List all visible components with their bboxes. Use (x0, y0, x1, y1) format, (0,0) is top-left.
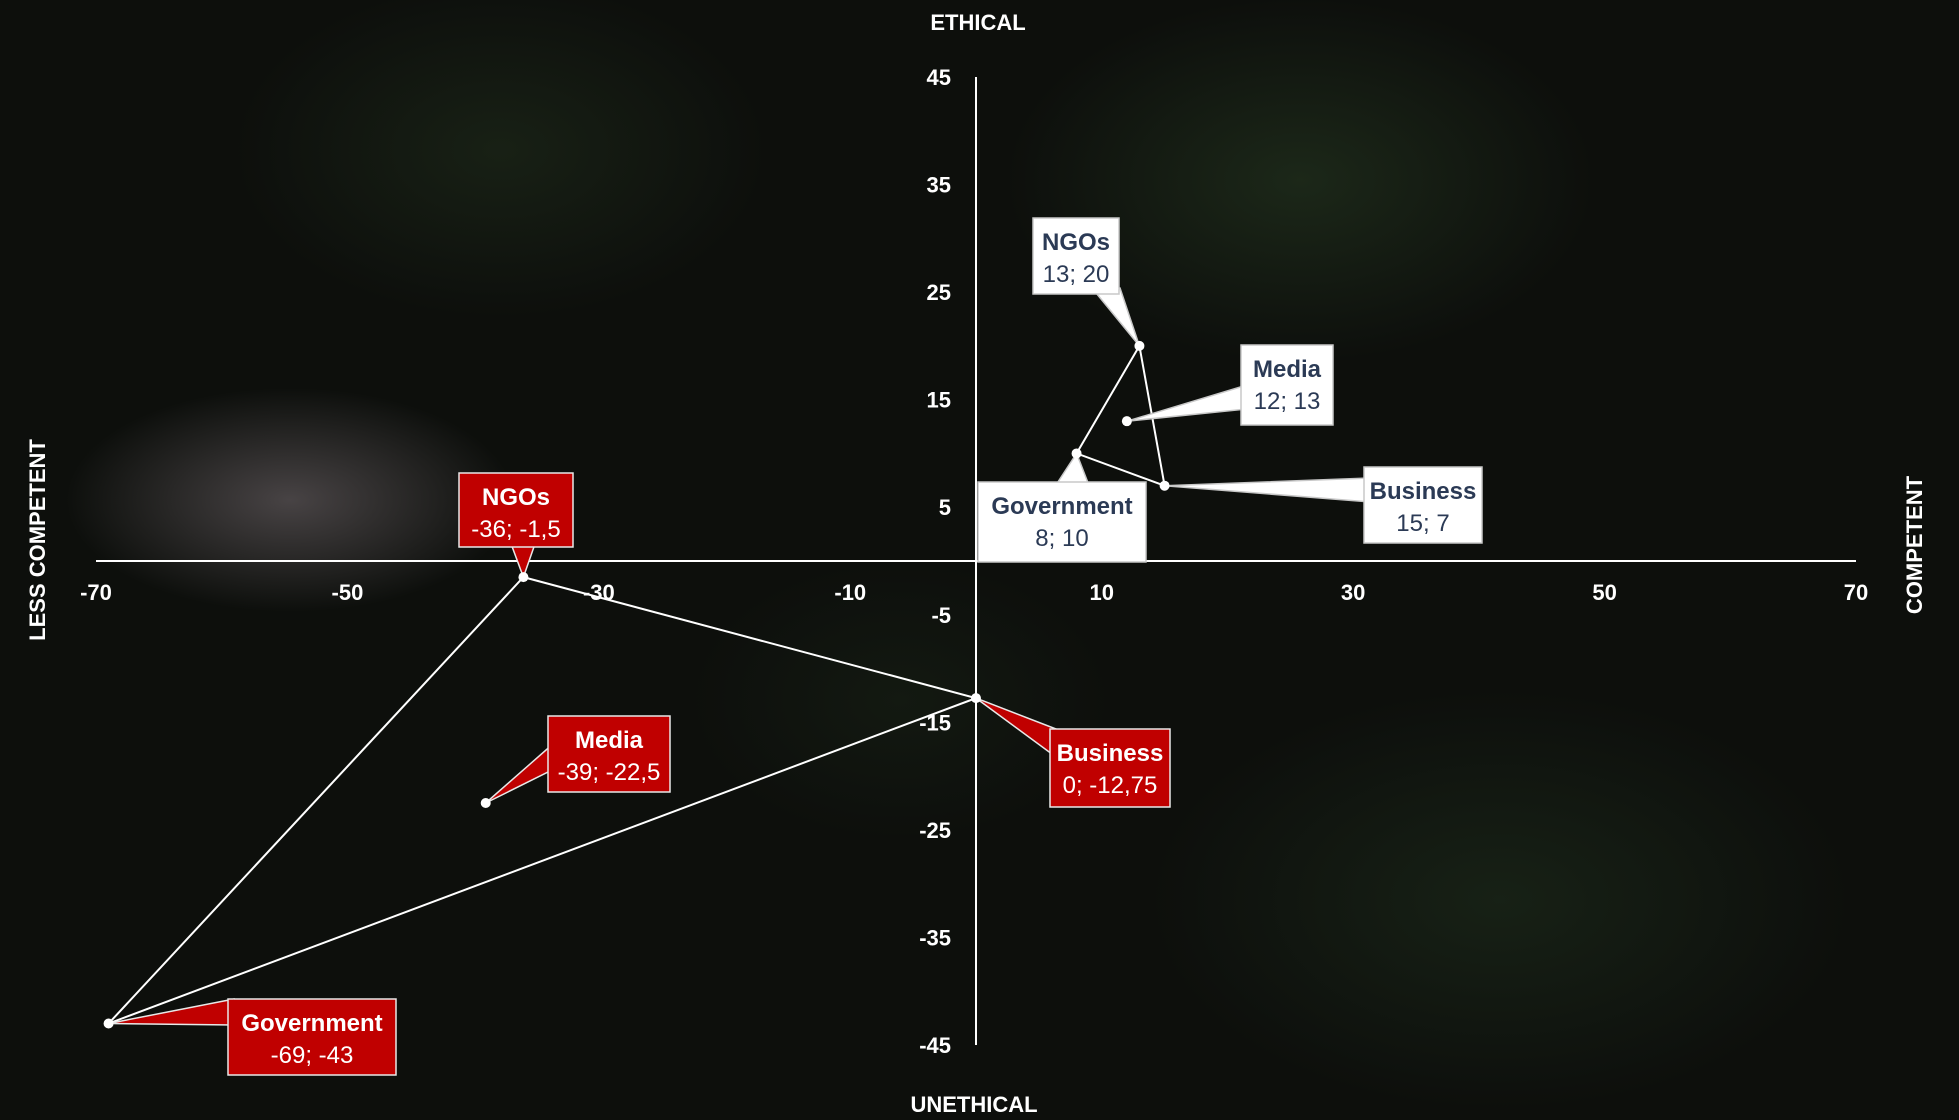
callout-seam (1092, 288, 1120, 290)
data-point-business (1159, 480, 1170, 491)
data-label-ngos-light: NGOs 13; 20 (1032, 217, 1141, 347)
x-tick-label: -50 (332, 580, 364, 605)
data-label-business-light: Business 15; 7 (1164, 466, 1483, 544)
tick-labels: -70 -50 -30 -10 10 30 50 70453525155-5-15-25-35… (80, 65, 1868, 1058)
callout-seam (1054, 487, 1090, 488)
quadrant-labels: ETHICAL UNETHICAL LESS COMPETENT COMPETENT (25, 10, 1927, 1117)
axes (96, 77, 1856, 1045)
data-label-value: -36; -1,5 (471, 516, 560, 543)
data-label-name: Government (991, 493, 1132, 520)
x-tick-label: -70 (80, 580, 112, 605)
data-label-name: NGOs (1042, 229, 1110, 256)
data-label-business-dark: Business 0; -12,75 (975, 697, 1171, 808)
callout-box (458, 472, 574, 548)
y-tick-label: 35 (927, 173, 951, 198)
callout-box (1049, 728, 1171, 808)
data-point-business (971, 693, 981, 704)
x-tick-label: 50 (1592, 580, 1616, 605)
y-tick-label: -35 (919, 925, 951, 950)
x-tick-label: 10 (1089, 580, 1113, 605)
callout-box (227, 998, 397, 1076)
callout-pointer (975, 697, 1057, 759)
series-connectors (107, 345, 1166, 1025)
callout-seam (1365, 478, 1370, 502)
x-tick-label: 70 (1844, 580, 1868, 605)
data-label-name: NGOs (482, 484, 550, 511)
data-label-name: Business (1370, 478, 1477, 505)
data-label-name: Media (575, 727, 644, 754)
data-label-government-dark: Government -69; -43 (108, 998, 397, 1076)
callout-seam (1054, 729, 1056, 757)
x-tick-label: -10 (834, 580, 866, 605)
left-axis-label: LESS COMPETENT (25, 439, 50, 641)
y-tick-label: 45 (927, 65, 951, 90)
series-2-connector (107, 576, 980, 1025)
x-tick-label: 30 (1341, 580, 1365, 605)
data-points (103, 340, 1170, 1029)
data-label-media-light: Media 12; 13 (1126, 344, 1334, 426)
callout-seam (231, 999, 234, 1025)
callout-box (1240, 344, 1334, 426)
data-label-government-light: Government 8; 10 (977, 451, 1147, 563)
data-label-value: 13; 20 (1043, 261, 1110, 288)
data-point-government (1071, 448, 1082, 459)
y-tick-label: 5 (939, 495, 951, 520)
data-point-media (1121, 416, 1132, 427)
data-label-value: 0; -12,75 (1063, 772, 1158, 799)
callout-box (1363, 466, 1483, 544)
callout-pointer (1126, 383, 1248, 422)
callout-seam (552, 743, 554, 769)
data-labels: NGOs 13; 20 Media 12; 13 Government 8; 10 Busi… (108, 217, 1483, 1076)
data-label-name: Government (241, 1010, 382, 1037)
callout-box (1032, 217, 1120, 295)
data-label-media-dark: Media -39; -22,5 (485, 715, 671, 804)
callout-seam (510, 541, 536, 542)
data-label-value: -69; -43 (271, 1042, 354, 1069)
y-tick-label: -25 (919, 818, 951, 843)
callout-pointer (1164, 477, 1371, 503)
data-label-value: -39; -22,5 (558, 759, 661, 786)
data-point-ngos (518, 572, 529, 583)
y-tick-label: -45 (919, 1033, 951, 1058)
bottom-axis-label: UNETHICAL (910, 1092, 1037, 1117)
data-label-value: 8; 10 (1035, 525, 1088, 552)
y-tick-label: 15 (927, 388, 951, 413)
y-tick-label: -5 (931, 603, 951, 628)
data-label-ngos-dark: NGOs -36; -1,5 (458, 472, 574, 580)
data-point-ngos (1134, 340, 1145, 351)
callout-box (547, 715, 671, 793)
data-label-value: 12; 13 (1254, 388, 1321, 415)
data-label-value: 15; 7 (1396, 510, 1449, 537)
callout-pointer (485, 741, 555, 804)
data-label-name: Business (1057, 740, 1164, 767)
data-point-media (480, 798, 491, 808)
data-point-government (103, 1018, 114, 1029)
right-axis-label: COMPETENT (1902, 475, 1927, 614)
top-axis-label: ETHICAL (930, 10, 1025, 35)
callout-pointer (1090, 287, 1141, 347)
y-tick-label: 25 (927, 280, 951, 305)
callout-seam (1244, 385, 1247, 409)
callout-box (977, 481, 1147, 563)
data-label-name: Media (1253, 356, 1322, 383)
